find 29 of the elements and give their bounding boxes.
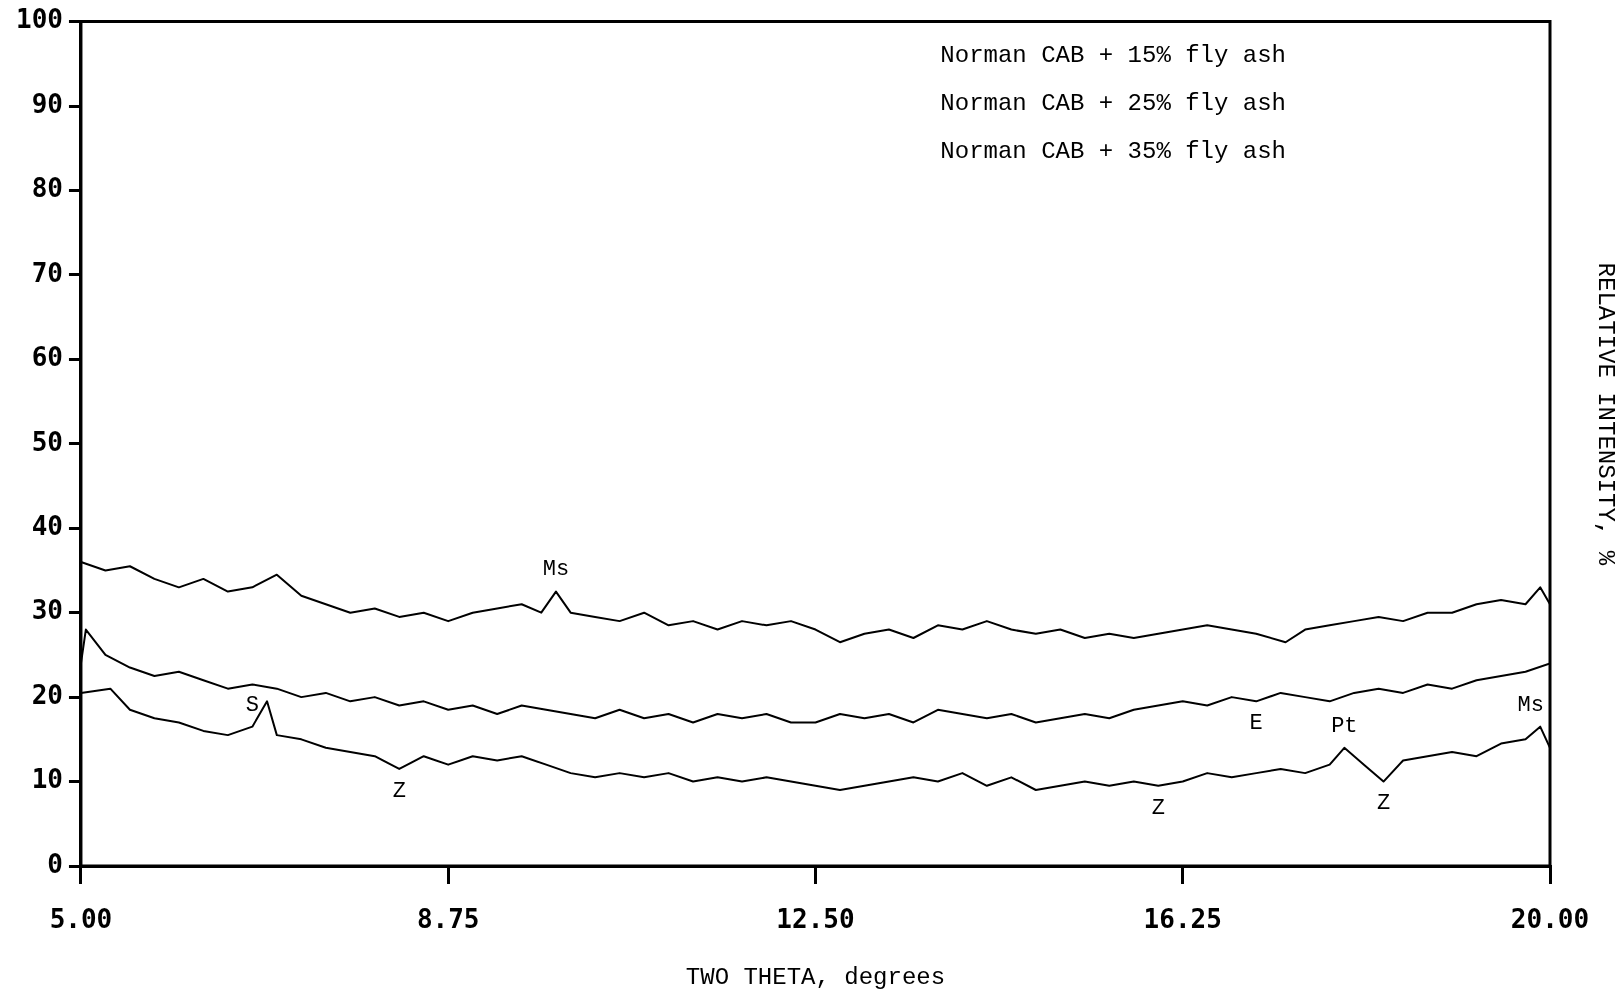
x-tick-label: 8.75 <box>416 904 480 935</box>
y-tick-label: 60 <box>31 342 63 373</box>
x-tick-label: 12.50 <box>776 904 855 935</box>
y-axis-title: RELATIVE INTENSITY, % <box>1591 262 1619 566</box>
x-tick-label: 5.00 <box>49 904 113 935</box>
annotation: Pt <box>1331 713 1358 739</box>
x-axis-title: TWO THETA, degrees <box>685 963 946 991</box>
y-tick-label: 0 <box>47 848 63 879</box>
annotation: Ms <box>1517 692 1544 718</box>
y-tick-label: 80 <box>31 173 63 204</box>
y-tick-label: 30 <box>31 595 63 626</box>
y-tick-label: 10 <box>31 764 63 795</box>
annotation: Z <box>392 778 406 804</box>
y-tick-label: 70 <box>31 257 63 288</box>
x-tick-label: 16.25 <box>1143 904 1222 935</box>
annotation: Norman CAB + 25% fly ash <box>940 89 1286 117</box>
x-tick-label: 20.00 <box>1510 904 1590 935</box>
y-tick-label: 20 <box>31 679 63 710</box>
annotation: Norman CAB + 15% fly ash <box>940 41 1286 69</box>
annotation: S <box>245 692 259 718</box>
annotation: Z <box>1151 795 1165 821</box>
annotation: Norman CAB + 35% fly ash <box>940 137 1286 165</box>
y-tick-label: 40 <box>31 510 63 541</box>
annotation: Z <box>1376 791 1391 817</box>
y-tick-label: 90 <box>31 88 63 119</box>
annotation: Ms <box>542 557 570 583</box>
y-tick-label: 50 <box>31 426 63 457</box>
y-tick-label: 100 <box>15 4 63 35</box>
annotation: E <box>1249 711 1263 737</box>
